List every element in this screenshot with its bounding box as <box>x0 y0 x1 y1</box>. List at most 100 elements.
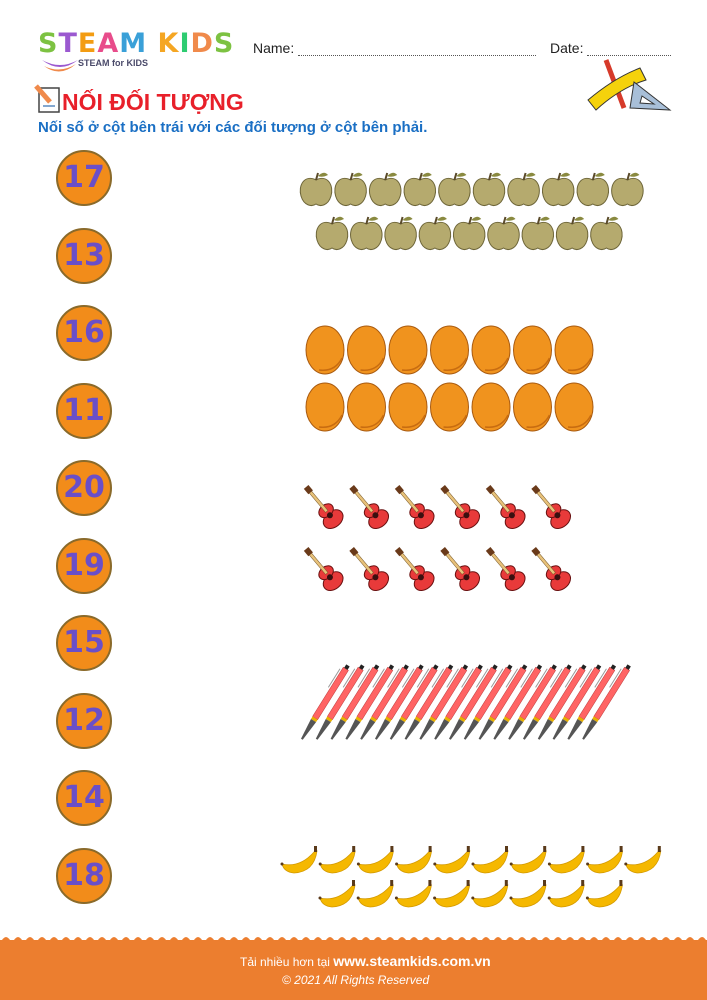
banana-icon <box>318 880 356 908</box>
pen-icon <box>582 664 631 740</box>
logo-letter: S <box>213 28 235 59</box>
worksheet-title: NỐI ĐỐI TƯỢNG <box>62 89 244 115</box>
apple-icon <box>438 172 471 206</box>
number-circle-16[interactable]: 16 <box>56 305 112 361</box>
logo-letter: D <box>190 28 214 59</box>
logo-letter: T <box>58 28 78 59</box>
banana-icon <box>471 846 509 874</box>
pen-icon <box>508 664 557 740</box>
apple-icon <box>418 216 452 250</box>
pen-icon <box>478 664 528 740</box>
orange-icon <box>388 382 428 432</box>
pen-icon <box>552 664 602 740</box>
logo-letter: M <box>119 28 148 59</box>
pen-icon <box>375 664 424 740</box>
apple-icon <box>334 172 367 206</box>
orange-icon <box>513 382 552 432</box>
apple-icon <box>299 172 333 206</box>
orange-icon <box>388 325 428 375</box>
number-circle-11[interactable]: 11 <box>56 382 112 439</box>
number-circle-19[interactable]: 19 <box>56 537 112 594</box>
guitar-icon <box>303 485 344 529</box>
apple-icon <box>590 216 623 250</box>
apple-icon <box>384 216 417 250</box>
number-circle-17[interactable]: 17 <box>56 150 112 206</box>
banana-icon <box>624 846 662 874</box>
worksheet-pencil-icon <box>34 84 60 113</box>
orange-icon <box>471 325 511 375</box>
orange-icon <box>347 325 386 375</box>
orange-icon <box>305 382 345 432</box>
guitar-icon <box>485 547 526 591</box>
name-field[interactable]: Name: <box>253 40 537 56</box>
number-circle-15[interactable]: 15 <box>56 615 112 671</box>
pen-icon <box>463 664 513 740</box>
banana-icon <box>356 880 394 908</box>
logo-letter: K <box>157 28 180 59</box>
banana-icon <box>547 846 585 874</box>
pen-icon <box>493 664 543 740</box>
guitar-icon <box>440 485 481 529</box>
apple-icon <box>555 216 589 250</box>
orange-icon <box>554 382 594 432</box>
orange-icon <box>554 325 594 375</box>
date-input-line[interactable] <box>587 43 672 56</box>
guitar-icon <box>394 485 435 529</box>
banana-icon <box>586 846 624 874</box>
pen-icon <box>389 664 439 740</box>
apple-icon <box>315 216 349 250</box>
apple-icon <box>350 216 383 250</box>
download-prefix: Tải nhiều hơn tại <box>240 955 330 969</box>
guitar-icon <box>531 485 572 529</box>
copyright: © 2021 All Rights Reserved <box>282 973 430 987</box>
pen-icon <box>434 664 483 740</box>
pen-icon <box>330 664 380 740</box>
pen-icon <box>523 664 572 740</box>
guitar-icon <box>349 547 390 591</box>
logo-subtitle: STEAM for KIDS <box>78 58 149 68</box>
pen-icon <box>449 664 498 740</box>
banana-icon <box>394 880 432 908</box>
number-circle-13[interactable]: 13 <box>56 227 112 284</box>
number-circle-18[interactable]: 18 <box>56 847 112 904</box>
banana-icon <box>471 880 509 908</box>
number-circle-20[interactable]: 20 <box>56 460 112 516</box>
banana-icon <box>585 880 623 908</box>
apple-icon <box>452 216 486 250</box>
banana-icon <box>318 846 356 874</box>
guitar-icon <box>349 485 390 529</box>
apple-icon <box>576 172 610 206</box>
guitar-icon <box>394 547 435 591</box>
logo-letter: A <box>97 28 120 59</box>
apple-icon <box>611 172 644 206</box>
website-link[interactable]: www.steamkids.com.vn <box>333 953 491 969</box>
orange-icon <box>430 382 469 432</box>
apple-icon <box>541 172 575 206</box>
banana-icon <box>356 846 394 874</box>
name-input-line[interactable] <box>298 43 537 56</box>
banana-icon <box>547 880 585 908</box>
guitar-icon <box>440 547 481 591</box>
guitar-icon <box>303 547 344 591</box>
object-column <box>280 172 662 908</box>
date-field[interactable]: Date: <box>550 40 672 56</box>
date-label: Date: <box>550 40 584 56</box>
pen-icon <box>567 664 617 740</box>
banana-icon <box>433 846 471 874</box>
orange-icon <box>471 382 511 432</box>
pen-icon <box>419 664 469 740</box>
pen-icon <box>301 664 350 740</box>
orange-icon <box>430 325 469 375</box>
instruction-text: Nối số ở cột bên trái với các đối tượng … <box>38 119 428 136</box>
orange-icon <box>513 325 552 375</box>
banana-icon <box>433 880 471 908</box>
number-circle-14[interactable]: 14 <box>56 770 112 826</box>
pen-icon <box>360 664 409 740</box>
footer: Tải nhiều hơn tại www.steamkids.com.vn ©… <box>0 940 707 1000</box>
footer-download: Tải nhiều hơn tại www.steamkids.com.vn <box>240 953 491 969</box>
number-circle-12[interactable]: 12 <box>56 692 112 749</box>
apple-icon <box>487 216 520 250</box>
logo-letter: S <box>38 28 59 59</box>
pen-icon <box>404 664 454 740</box>
apple-icon <box>403 172 437 206</box>
